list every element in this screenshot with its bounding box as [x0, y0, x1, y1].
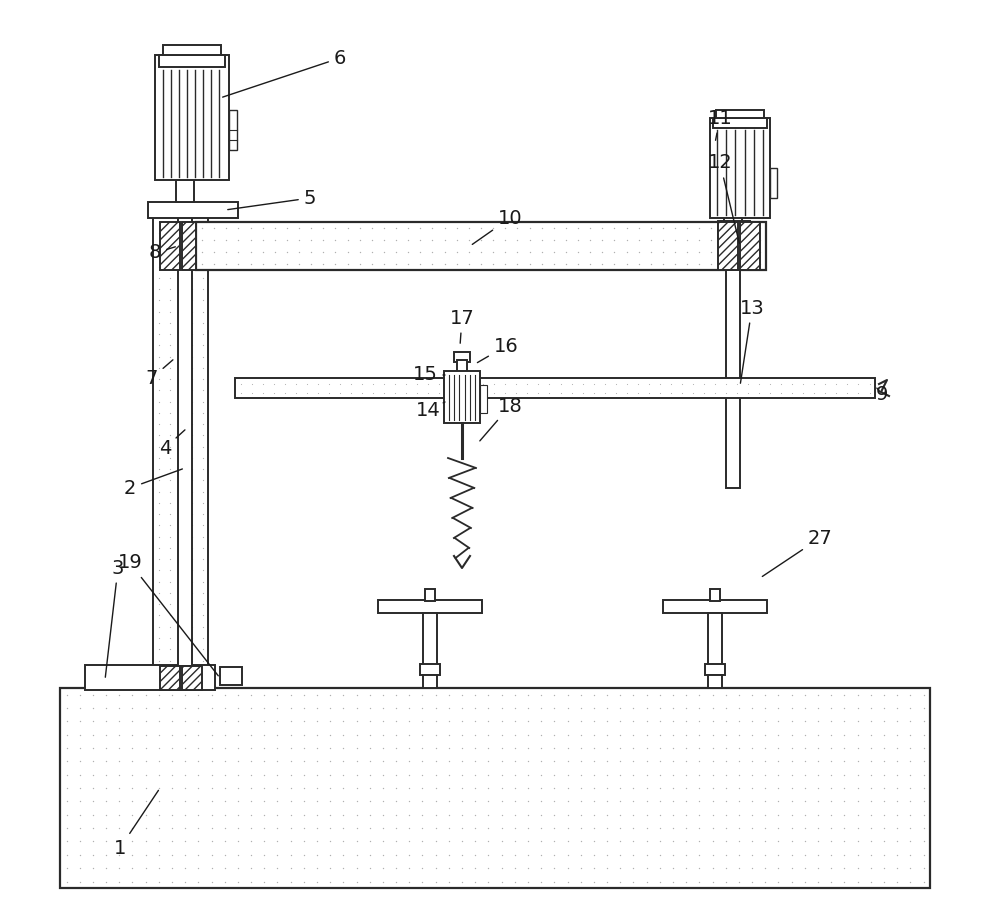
Bar [148, 202, 238, 218]
Bar [444, 371, 480, 423]
Bar [423, 675, 437, 688]
Bar [155, 55, 229, 180]
Bar [710, 589, 720, 601]
Bar [60, 688, 930, 888]
Bar [176, 180, 194, 202]
Bar [182, 222, 196, 270]
Text: 15: 15 [413, 365, 445, 385]
Bar [718, 221, 750, 238]
Bar [423, 613, 437, 665]
Text: 2: 2 [124, 469, 182, 498]
Bar [708, 613, 722, 665]
Text: 18: 18 [480, 397, 522, 441]
Bar [220, 667, 242, 685]
Text: 16: 16 [477, 337, 518, 363]
Bar [663, 600, 767, 613]
Text: 4: 4 [159, 430, 185, 457]
Bar [160, 666, 180, 690]
Bar [159, 55, 225, 67]
Bar [196, 222, 766, 270]
Bar [163, 45, 221, 55]
Text: 3: 3 [105, 558, 124, 677]
Bar [178, 216, 192, 666]
Bar [153, 216, 208, 666]
Text: 1: 1 [114, 790, 158, 857]
Text: 11: 11 [708, 108, 732, 140]
Text: 8: 8 [149, 243, 175, 263]
Bar [454, 352, 470, 362]
Bar [713, 118, 767, 128]
Bar [160, 222, 180, 270]
Bar [378, 600, 482, 613]
Text: 12: 12 [708, 153, 739, 243]
Bar [420, 664, 440, 675]
Bar [718, 222, 738, 270]
Text: 10: 10 [472, 208, 522, 244]
Text: 6: 6 [223, 49, 346, 97]
Bar [235, 378, 875, 398]
Text: 14: 14 [416, 400, 445, 420]
Text: 7: 7 [146, 360, 173, 387]
Bar [716, 110, 764, 118]
Text: 27: 27 [762, 529, 832, 577]
Text: 13: 13 [740, 298, 764, 383]
Bar [740, 222, 760, 270]
Bar [480, 385, 487, 413]
Bar [708, 675, 722, 688]
Bar [457, 360, 467, 374]
Bar [425, 589, 435, 601]
Bar [85, 665, 215, 690]
Bar [182, 666, 202, 690]
Bar [229, 110, 237, 150]
Text: 5: 5 [228, 188, 316, 209]
Text: 19: 19 [118, 554, 218, 676]
Bar [724, 206, 742, 222]
Bar [705, 664, 725, 675]
Bar [770, 168, 777, 198]
Bar [726, 270, 740, 488]
Bar [710, 118, 770, 218]
Text: 9: 9 [876, 385, 888, 404]
Text: 17: 17 [450, 308, 474, 343]
